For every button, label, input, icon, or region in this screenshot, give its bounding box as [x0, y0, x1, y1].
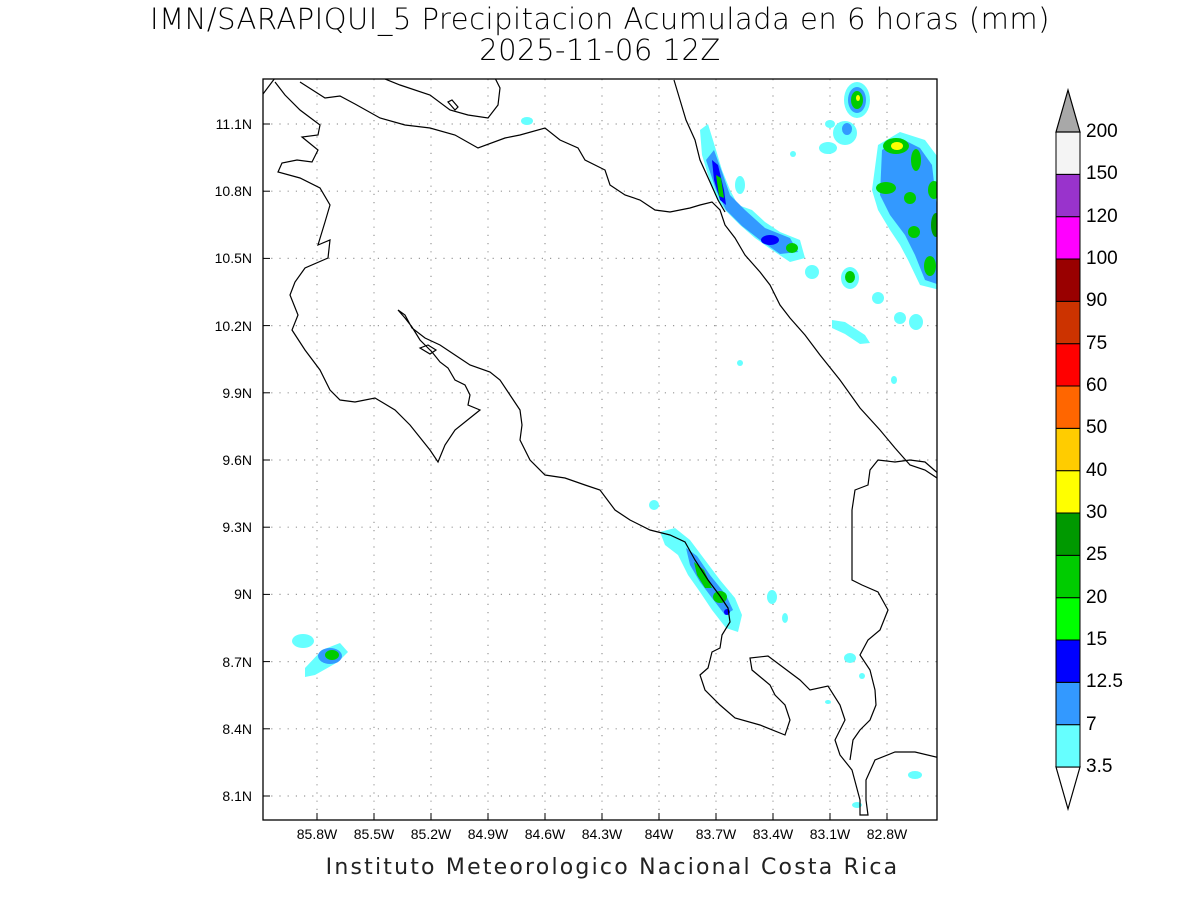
colorbar-segment	[1055, 216, 1081, 260]
colorbar-label: 15	[1086, 629, 1108, 650]
colorbar-label: 7	[1086, 713, 1097, 735]
footer-credit: Instituto Meteorologico Nacional Costa R…	[325, 855, 900, 880]
colorbar-lower-arrow	[1055, 766, 1081, 812]
colorbar-segment	[1055, 470, 1081, 514]
colorbar-label: 3.5	[1086, 756, 1113, 777]
y-tick-label: 9.6N	[222, 452, 252, 468]
precip-cell-central-pacific	[649, 500, 922, 808]
x-tick-label: 83.7W	[695, 826, 737, 842]
x-tick-label: 85.8W	[296, 826, 338, 842]
precip-cell-northeast	[521, 82, 870, 157]
y-tick-label: 9.9N	[222, 384, 252, 401]
x-tick-label: 83.4W	[752, 826, 794, 842]
colorbar-segment	[1055, 173, 1081, 218]
colorbar-segment	[1055, 597, 1081, 641]
y-tick-label: 10.5N	[214, 250, 252, 267]
coastline	[263, 79, 937, 816]
title-line-2: 2025-11-06 12Z	[479, 33, 721, 67]
colorbar	[1055, 87, 1081, 812]
colorbar-label: 150	[1086, 163, 1118, 185]
x-tick-label: 84.6W	[524, 826, 566, 842]
x-tick-label: 85.2W	[410, 826, 452, 842]
x-tick-label: 82.8W	[866, 826, 908, 842]
colorbar-label: 25	[1086, 544, 1108, 566]
y-tick-label: 11.1N	[215, 116, 252, 132]
colorbar-segment	[1055, 427, 1081, 472]
y-tick-label: 9N	[234, 586, 252, 603]
colorbar-label: 90	[1086, 290, 1108, 312]
colorbar-segment	[1055, 131, 1081, 175]
y-tick-label: 8.4N	[222, 720, 252, 737]
axis-ticks	[263, 123, 888, 820]
y-tick-label: 9.3N	[222, 519, 252, 536]
title-line-1: IMN/SARAPIQUI_5 Precipitacion Acumulada …	[150, 2, 1050, 36]
colorbar-label: 75	[1086, 332, 1108, 354]
y-tick-label: 8.1N	[222, 788, 252, 804]
colorbar-segment	[1055, 681, 1081, 726]
colorbar-segment	[1055, 639, 1081, 683]
map-title: IMN/SARAPIQUI_5 Precipitacion Acumulada …	[0, 4, 1200, 66]
colorbar-label: 20	[1086, 586, 1108, 608]
colorbar-label: 50	[1086, 417, 1108, 439]
colorbar-segment	[1055, 724, 1081, 768]
x-tick-label: 84.9W	[467, 826, 509, 842]
colorbar-segment	[1055, 512, 1081, 556]
colorbar-label: 60	[1086, 375, 1108, 396]
colorbar-label: 12.5	[1086, 671, 1123, 693]
x-tick-label: 84.3W	[581, 826, 623, 842]
colorbar-label: 100	[1086, 248, 1118, 269]
precip-cell-west	[292, 634, 348, 677]
precip-cell-north-coast	[700, 124, 819, 366]
colorbar-segment	[1055, 258, 1081, 302]
y-tick-label: 10.2N	[214, 317, 252, 334]
colorbar-label: 120	[1086, 205, 1118, 227]
x-tick-label: 83.1W	[809, 826, 851, 842]
colorbar-segment	[1055, 554, 1081, 599]
colorbar-segment	[1055, 343, 1081, 387]
y-tick-label: 8.7N	[222, 653, 252, 670]
colorbar-label: 200	[1086, 121, 1118, 142]
colorbar-label: 30	[1086, 502, 1108, 523]
colorbar-segment	[1055, 385, 1081, 429]
y-tick-label: 10.8N	[214, 183, 252, 200]
colorbar-upper-arrow	[1055, 87, 1081, 133]
colorbar-segment	[1055, 300, 1081, 345]
precip-cell-east-edge	[832, 132, 937, 384]
x-tick-label: 85.5W	[353, 826, 395, 842]
colorbar-label: 40	[1086, 459, 1108, 481]
map-frame	[262, 78, 938, 821]
grid-lines	[263, 79, 937, 820]
x-tick-label: 84W	[644, 826, 674, 842]
